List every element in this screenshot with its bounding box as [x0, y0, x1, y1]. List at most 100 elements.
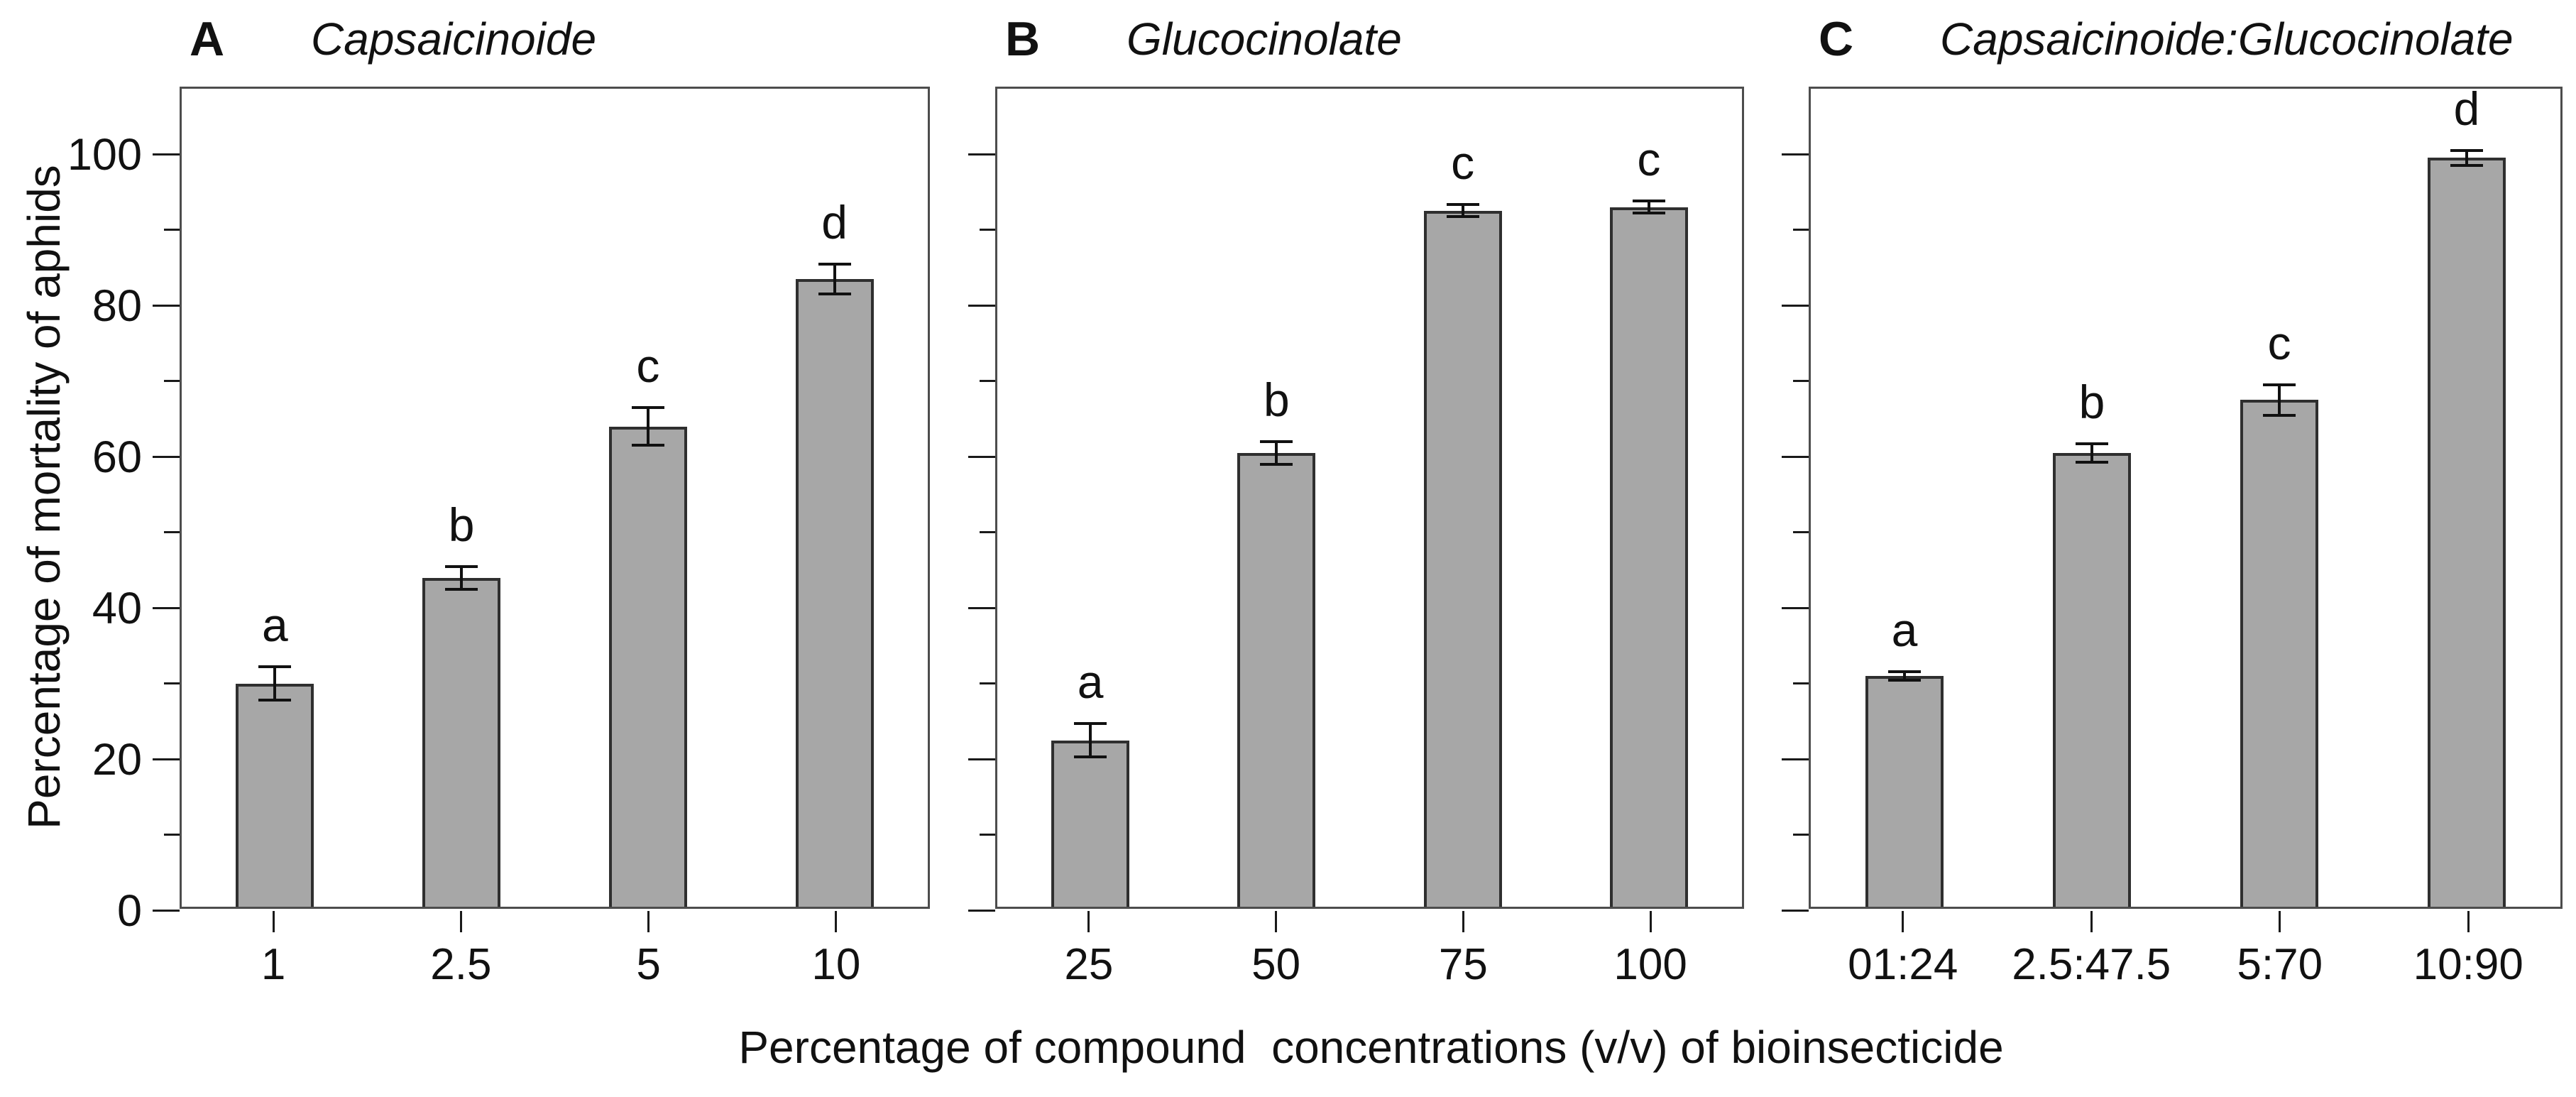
bar-column: d [741, 89, 928, 907]
y-minor-tick [980, 531, 995, 534]
bar-column: a [182, 89, 368, 907]
panel-A: A Capsaicinoide 0 20 40 60 80 100 a b c d 1 2.5 5 10 [67, 0, 930, 1097]
panel-B: B Glucocinolate a b c c 25 50 75 100 [968, 0, 1744, 1097]
error-bar-cap-top [818, 262, 851, 266]
error-bar-cap-bottom [2450, 163, 2483, 167]
error-bar-cap-bottom [1888, 679, 1921, 682]
x-tick [835, 911, 838, 932]
bar-column: d [2373, 85, 2560, 907]
bar-column: b [368, 89, 555, 907]
y-minor-tick [1793, 229, 1809, 231]
error-bar-cap-top [1632, 200, 1665, 203]
bar-column: b [1183, 89, 1369, 907]
x-tick-label: 10:90 [2413, 940, 2523, 989]
error-bar [2090, 444, 2093, 462]
error-bar-cap-bottom [1446, 215, 1479, 219]
error-bar [1461, 204, 1464, 217]
bar-50: b [1237, 376, 1316, 907]
error-bar-cap-top [1888, 670, 1921, 673]
bar-column: c [555, 89, 742, 907]
x-tick-label: 50 [1251, 940, 1301, 989]
bar-2.5:47.5: b [2053, 378, 2131, 907]
y-major-tick [1782, 455, 1809, 458]
error-bar-cap-top [1074, 722, 1107, 726]
y-minor-tick [1793, 531, 1809, 534]
x-tick [272, 911, 275, 932]
y-minor-tick [980, 380, 995, 383]
bar-25: a [1051, 658, 1130, 907]
y-tick-label: 80 [92, 280, 142, 331]
bar-10:90: d [2428, 85, 2506, 907]
x-tick [1087, 911, 1090, 932]
error-bar [2278, 384, 2281, 415]
x-tick-label: 100 [1613, 940, 1687, 989]
bar-columns: a b c d [1811, 85, 2560, 907]
error-bar [273, 667, 277, 701]
y-minor-tick [164, 380, 180, 383]
panel-B-letter: B [1005, 12, 1041, 66]
significance-letter: a [1891, 603, 1918, 656]
x-tick-label: 5:70 [2237, 940, 2323, 989]
bar-column: c [1370, 89, 1556, 907]
bar-10: d [795, 199, 874, 907]
y-minor-tick [164, 682, 180, 685]
y-tick-label: 40 [92, 583, 142, 633]
panel-C-letter: C [1819, 12, 1854, 66]
y-minor-tick [1793, 682, 1809, 685]
y-major-tick [1782, 758, 1809, 760]
error-bar [1903, 671, 1906, 681]
panel-C-plot-area: a b c d [1782, 85, 2563, 912]
y-minor-tick [164, 531, 180, 534]
error-bar-cap-top [2450, 148, 2483, 152]
error-bar-cap-top [445, 564, 478, 568]
error-bar [460, 566, 464, 589]
x-tick [2279, 911, 2281, 932]
x-tick [1902, 911, 1904, 932]
error-bar-cap-bottom [1260, 462, 1293, 466]
significance-letter: b [1264, 373, 1290, 426]
y-major-tick [153, 910, 180, 912]
bar-5: c [608, 342, 687, 907]
y-minor-tick [164, 229, 180, 231]
bar-2.5: b [422, 501, 501, 907]
error-bar [1647, 201, 1650, 214]
significance-letter: b [2078, 376, 2105, 429]
bar-1: a [236, 601, 314, 907]
y-major-tick [968, 153, 995, 155]
bar-column: a [1811, 89, 1998, 907]
panel-A-header: A Capsaicinoide [180, 13, 930, 77]
error-bar-cap-top [1446, 203, 1479, 207]
x-tick-label: 2.5 [430, 940, 492, 989]
significance-letter: c [1451, 136, 1475, 190]
error-bar [646, 407, 650, 446]
x-tick [2467, 911, 2470, 932]
error-bar-cap-top [2263, 383, 2296, 386]
error-bar-cap-bottom [258, 699, 292, 702]
y-minor-tick [980, 229, 995, 231]
bar-column: a [997, 89, 1183, 907]
x-tick [1649, 911, 1652, 932]
x-tick [2090, 911, 2093, 932]
panel-C-title: Capsaicinoide:Glucocinolate [1940, 13, 2514, 65]
significance-letter: d [2453, 82, 2480, 135]
bar-01:24: a [1865, 606, 1944, 907]
bar-5:70: c [2240, 320, 2318, 907]
x-tick-label: 5 [636, 940, 661, 989]
x-tick-label: 2.5:47.5 [2012, 940, 2171, 989]
x-axis-title: Percentage of compound concentrations (v… [738, 1022, 2004, 1073]
x-tick-label: 10 [811, 940, 861, 989]
error-bar-cap-bottom [1632, 212, 1665, 215]
x-tick-label: 25 [1064, 940, 1114, 989]
error-bar-cap-top [258, 665, 292, 669]
error-bar [1089, 724, 1092, 758]
y-major-tick [153, 758, 180, 760]
y-major-tick [153, 304, 180, 307]
y-major-tick [968, 606, 995, 609]
error-bar-cap-bottom [2263, 413, 2296, 417]
bar-column: b [1998, 89, 2186, 907]
significance-letter: c [2267, 316, 2291, 369]
y-axis-title: Percentage of mortality of aphids [18, 165, 70, 829]
error-bar-cap-top [631, 405, 664, 409]
y-minor-tick [1793, 834, 1809, 836]
x-tick [1275, 911, 1278, 932]
